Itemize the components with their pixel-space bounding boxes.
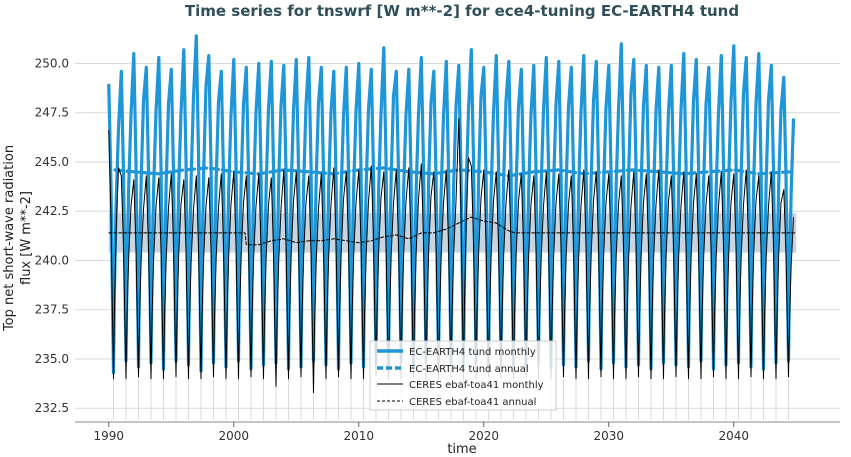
series-model-monthly [107,34,796,375]
y-tick-label: 247.5 [35,106,69,120]
series-obs-annual [108,216,797,246]
x-axis-ticks: 1990 2000 2010 2020 2030 2040 [93,422,749,443]
chart-title: Time series for tnswrf [W m**-2] for ece… [185,2,739,20]
legend-label-model-annual: EC-EARTH4 tund annual [409,364,529,375]
x-tick-label: 2020 [468,429,499,443]
series-model-annual [113,166,792,178]
y-axis-ticks: 232.5 235.0 237.5 240.0 242.5 245.0 247.5 250.0 [35,56,69,415]
x-axis-label: time [447,442,476,457]
x-tick-label: 2040 [718,429,749,443]
y-tick-label: 245.0 [35,155,69,169]
legend-label-obs-annual: CERES ebaf-toa41 annual [409,397,536,408]
x-tick-label: 2000 [218,429,249,443]
x-tick-label: 2030 [593,429,624,443]
y-tick-label: 237.5 [35,303,69,317]
y-tick-label: 240.0 [35,253,69,267]
y-axis-label-line-1: Top net short-wave radiation [2,145,17,332]
y-tick-label: 232.5 [35,401,69,415]
y-tick-label: 242.5 [35,204,69,218]
y-tick-label: 250.0 [35,56,69,70]
x-tick-label: 1990 [93,429,124,443]
legend-label-obs-monthly: CERES ebaf-toa41 monthly [409,380,544,391]
legend-label-model-monthly: EC-EARTH4 tund monthly [409,347,536,358]
legend: EC-EARTH4 tund monthly EC-EARTH4 tund an… [369,340,557,411]
y-tick-label: 235.0 [35,352,69,366]
x-tick-label: 2010 [343,429,374,443]
y-axis-label-line-2: flux [W m**-2] [19,191,34,285]
